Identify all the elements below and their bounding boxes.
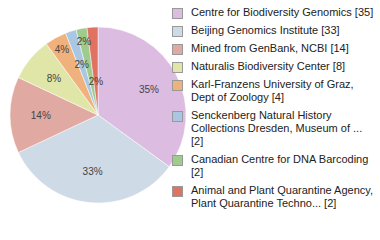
svg-text:2%: 2% [77, 36, 92, 47]
svg-text:2%: 2% [74, 59, 89, 70]
svg-text:33%: 33% [83, 166, 103, 177]
html-text:Centre for Biodiversity Genomi: Centre for Biodiversity Genomics [35] [191, 6, 374, 18]
html-text:Senckenberg Natural History Co: Senckenberg Natural History Collections … [191, 109, 363, 147]
svg-text:14%: 14% [31, 110, 51, 121]
html-text:Karl-Franzens University of Gr: Karl-Franzens University of Graz, Dept o… [191, 78, 354, 103]
svg-text:8%: 8% [47, 73, 62, 84]
html-text:Animal and Plant Quarantine Ag: Animal and Plant Quarantine Agency, Plan… [191, 184, 373, 209]
html-text:Mined from GenBank, NCBI [14]: Mined from GenBank, NCBI [14] [191, 42, 349, 54]
svg-text:2%: 2% [89, 76, 104, 87]
svg-text:4%: 4% [55, 44, 70, 55]
html-text:Naturalis Biodiversity Center: Naturalis Biodiversity Center [8] [191, 60, 346, 72]
svg-text:35%: 35% [139, 84, 159, 95]
html-text:Canadian Centre for DNA Barcod: Canadian Centre for DNA Barcoding [2] [191, 153, 369, 178]
html-text:Beijing Genomics Institute [33: Beijing Genomics Institute [33] [191, 24, 340, 36]
